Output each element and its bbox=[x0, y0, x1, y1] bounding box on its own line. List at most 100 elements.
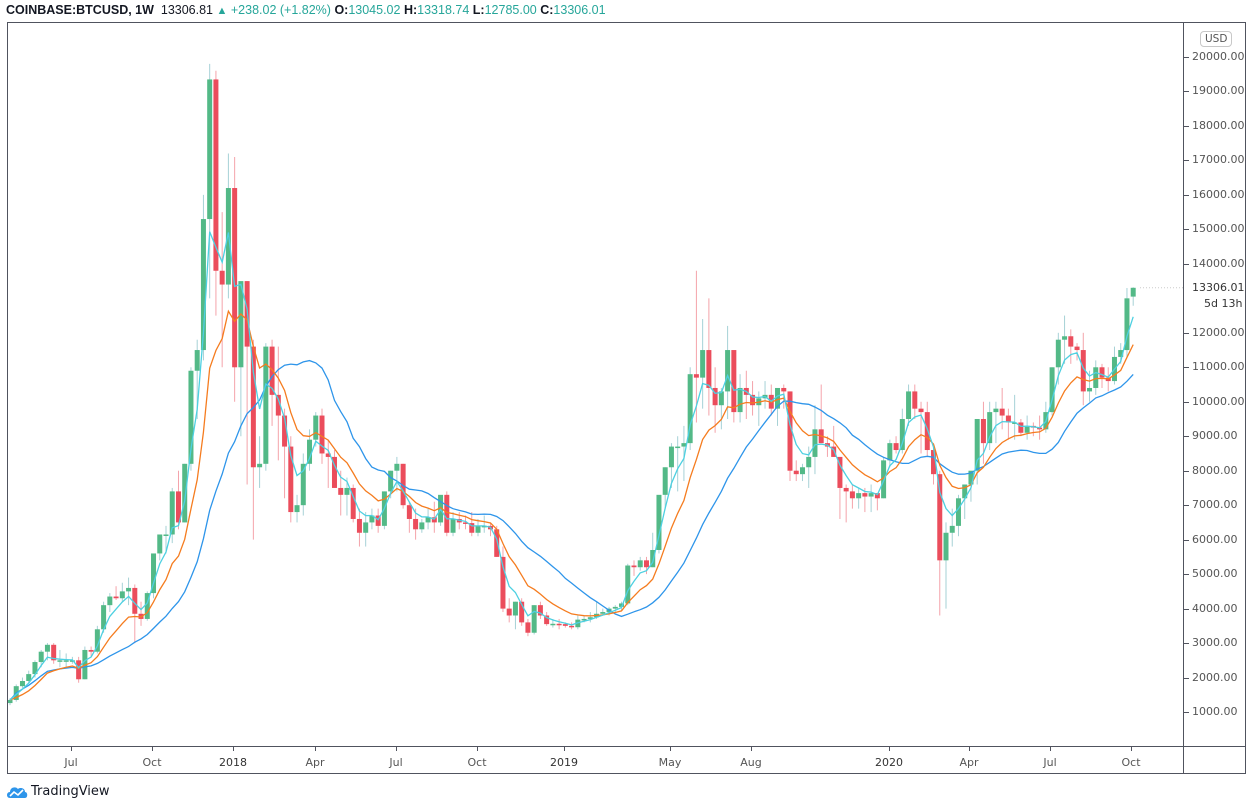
price-chart-pane[interactable] bbox=[8, 23, 1183, 746]
candle bbox=[681, 425, 687, 482]
time-tick bbox=[315, 747, 316, 751]
price-tick bbox=[1184, 367, 1189, 369]
price-tick bbox=[1184, 332, 1189, 334]
candle bbox=[419, 518, 425, 533]
time-tick bbox=[969, 747, 970, 751]
candle bbox=[232, 156, 238, 402]
candle bbox=[687, 367, 693, 451]
candle bbox=[1005, 408, 1011, 440]
tradingview-logo[interactable]: TradingView bbox=[6, 784, 110, 799]
candle bbox=[1130, 287, 1136, 306]
price-tick bbox=[1184, 470, 1189, 472]
current-price-label: 13306.01 bbox=[1192, 281, 1245, 294]
candle bbox=[101, 601, 107, 633]
candle bbox=[269, 339, 275, 426]
candle bbox=[943, 522, 949, 609]
candle bbox=[207, 63, 213, 299]
candle bbox=[119, 582, 125, 602]
time-label: Jul bbox=[389, 756, 403, 769]
price-label: 8000.00 bbox=[1192, 463, 1238, 477]
candle bbox=[587, 612, 593, 623]
price-label: 11000.00 bbox=[1192, 360, 1245, 374]
candle bbox=[63, 653, 69, 668]
candle bbox=[837, 456, 843, 519]
candle bbox=[637, 556, 643, 571]
candle bbox=[1093, 360, 1099, 395]
candle bbox=[413, 508, 419, 540]
candle bbox=[481, 515, 487, 533]
candle bbox=[138, 601, 144, 626]
candle bbox=[126, 577, 132, 606]
time-tick bbox=[564, 747, 565, 751]
candle bbox=[331, 450, 337, 488]
candle bbox=[169, 487, 175, 544]
candle bbox=[818, 384, 824, 444]
candle bbox=[157, 534, 163, 561]
candle bbox=[238, 281, 244, 437]
candle bbox=[107, 593, 113, 613]
price-label: 9000.00 bbox=[1192, 429, 1238, 443]
candle bbox=[656, 494, 662, 554]
time-tick bbox=[1131, 747, 1132, 751]
chart-frame bbox=[7, 22, 1246, 774]
price-label: 1000.00 bbox=[1192, 705, 1238, 719]
candle bbox=[1068, 329, 1074, 364]
candle bbox=[793, 460, 799, 482]
candle bbox=[799, 463, 805, 482]
candle bbox=[132, 584, 138, 644]
ma-fast-line bbox=[9, 231, 1134, 701]
candle bbox=[356, 508, 362, 547]
up-arrow-icon: ▲ bbox=[216, 5, 228, 17]
candle bbox=[962, 484, 968, 519]
candle bbox=[519, 598, 525, 626]
candle bbox=[693, 270, 699, 423]
last-price: 13306.81 bbox=[160, 3, 214, 17]
candle bbox=[1024, 415, 1030, 440]
candle bbox=[731, 350, 737, 423]
candle bbox=[88, 646, 94, 657]
candle bbox=[569, 622, 575, 630]
time-tick bbox=[152, 747, 153, 751]
candle bbox=[999, 387, 1005, 430]
close-label: C: bbox=[540, 3, 554, 17]
time-tick bbox=[233, 747, 234, 751]
candle bbox=[288, 436, 294, 523]
currency-button[interactable]: USD bbox=[1200, 31, 1233, 47]
price-tick bbox=[1184, 574, 1189, 576]
candle bbox=[151, 553, 157, 599]
candle bbox=[38, 649, 44, 668]
ma-mid-line bbox=[9, 309, 1134, 701]
candle bbox=[849, 484, 855, 509]
price-tick bbox=[1184, 401, 1189, 403]
candle bbox=[668, 443, 674, 488]
candle bbox=[375, 508, 381, 533]
candle bbox=[1074, 343, 1080, 361]
brand-name: TradingView bbox=[31, 784, 110, 799]
candle bbox=[469, 512, 475, 537]
candle bbox=[338, 470, 344, 516]
price-tick bbox=[1184, 125, 1189, 127]
candle bbox=[531, 605, 537, 635]
time-label: May bbox=[658, 756, 682, 769]
candle bbox=[51, 643, 57, 664]
price-label: 4000.00 bbox=[1192, 601, 1238, 615]
close-value: 13306.01 bbox=[553, 3, 606, 17]
candle bbox=[1062, 315, 1068, 364]
price-label: 3000.00 bbox=[1192, 636, 1238, 650]
candle bbox=[993, 401, 999, 444]
candle bbox=[725, 325, 731, 419]
price-tick bbox=[1184, 263, 1189, 265]
candle bbox=[743, 370, 749, 419]
candle bbox=[175, 470, 181, 530]
candle bbox=[931, 446, 937, 485]
time-label: Aug bbox=[740, 756, 762, 769]
time-label: Jul bbox=[1043, 756, 1057, 769]
candle bbox=[219, 212, 225, 368]
candle bbox=[525, 618, 531, 637]
time-tick bbox=[670, 747, 671, 751]
candle bbox=[1018, 418, 1024, 437]
symbol-title: COINBASE:BTCUSD, 1W bbox=[6, 3, 154, 17]
candle bbox=[1049, 367, 1055, 416]
time-tick bbox=[71, 747, 72, 751]
price-tick bbox=[1184, 712, 1189, 714]
